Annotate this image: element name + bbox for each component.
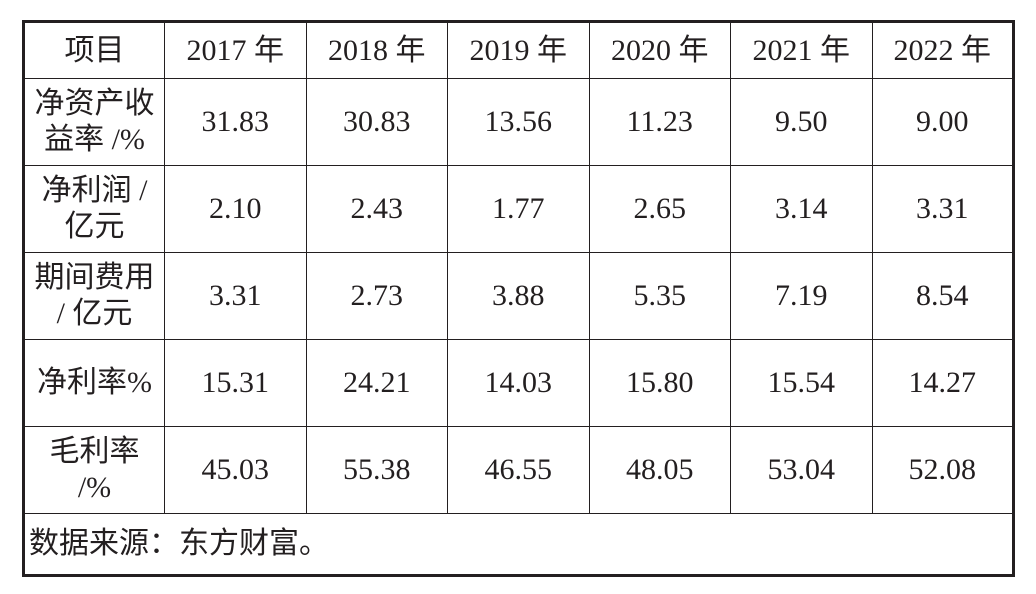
value-cell: 46.55: [447, 426, 590, 514]
value-cell: 7.19: [730, 252, 873, 340]
header-cell: 2017 年: [164, 21, 307, 79]
value-cell: 14.27: [871, 339, 1014, 427]
header-cell: 2019 年: [447, 21, 590, 79]
data-row: 净资产收 益率 /% 31.83 30.83 13.56 11.23 9.50 9.00: [23, 78, 1014, 166]
row-label: 净利率%: [23, 339, 165, 427]
header-cell: 项目: [23, 21, 165, 79]
header-row: 项目 2017 年 2018 年 2019 年 2020 年 2021 年 2022 年: [23, 21, 1014, 79]
row-label-line: 期间费用: [34, 261, 155, 294]
value-cell: 1.77: [447, 165, 590, 253]
value-cell: 2.73: [305, 252, 448, 340]
value-cell: 45.03: [164, 426, 307, 514]
value-cell: 15.54: [730, 339, 873, 427]
value-cell: 14.03: [447, 339, 590, 427]
value-cell: 5.35: [588, 252, 731, 340]
value-cell: 3.14: [730, 165, 873, 253]
value-cell: 3.31: [164, 252, 307, 340]
value-cell: 15.31: [164, 339, 307, 427]
value-cell: 2.65: [588, 165, 731, 253]
value-cell: 52.08: [871, 426, 1014, 514]
row-label-line: 亿元: [64, 210, 125, 243]
value-cell: 2.10: [164, 165, 307, 253]
table-body: 项目 2017 年 2018 年 2019 年 2020 年 2021 年 2022 年净资…: [23, 21, 1014, 576]
header-cell: 2021 年: [730, 21, 873, 79]
row-label-line: / 亿元: [56, 297, 133, 330]
source-note: 数据来源：东方财富。: [23, 513, 1014, 576]
data-row: 净利率% 15.31 24.21 14.03 15.80 15.54 14.27: [23, 339, 1014, 427]
value-cell: 31.83: [164, 78, 307, 166]
row-label: 毛利率/%: [23, 426, 165, 514]
row-label: 净资产收 益率 /%: [23, 78, 165, 166]
value-cell: 13.56: [447, 78, 590, 166]
header-cell: 2018 年: [305, 21, 448, 79]
value-cell: 3.31: [871, 165, 1014, 253]
value-cell: 55.38: [305, 426, 448, 514]
footer-row: 数据来源：东方财富。: [23, 513, 1014, 576]
header-cell: 2022 年: [871, 21, 1014, 79]
data-row: 净利润 / 亿元 2.10 2.43 1.77 2.65 3.14 3.31: [23, 165, 1014, 253]
row-label-line: /%: [77, 471, 112, 504]
value-cell: 2.43: [305, 165, 448, 253]
data-row: 期间费用 / 亿元 3.31 2.73 3.88 5.35 7.19 8.54: [23, 252, 1014, 340]
value-cell: 53.04: [730, 426, 873, 514]
row-label-line: 毛利率: [49, 435, 140, 468]
row-label: 期间费用 / 亿元: [23, 252, 165, 340]
row-label: 净利润 / 亿元: [23, 165, 165, 253]
value-cell: 9.50: [730, 78, 873, 166]
data-table: 项目 2017 年 2018 年 2019 年 2020 年 2021 年 2022 年净资…: [22, 20, 1015, 577]
header-cell: 2020 年: [588, 21, 731, 79]
value-cell: 15.80: [588, 339, 731, 427]
row-label-line: 净利润 /: [41, 174, 148, 207]
value-cell: 9.00: [871, 78, 1014, 166]
value-cell: 30.83: [305, 78, 448, 166]
value-cell: 24.21: [305, 339, 448, 427]
value-cell: 48.05: [588, 426, 731, 514]
row-label-line: 净利率%: [37, 366, 152, 399]
row-label-line: 益率 /%: [44, 123, 145, 156]
data-row: 毛利率/% 45.03 55.38 46.55 48.05 53.04 52.08: [23, 426, 1014, 514]
value-cell: 8.54: [871, 252, 1014, 340]
value-cell: 11.23: [588, 78, 731, 166]
value-cell: 3.88: [447, 252, 590, 340]
row-label-line: 净资产收: [34, 87, 155, 120]
